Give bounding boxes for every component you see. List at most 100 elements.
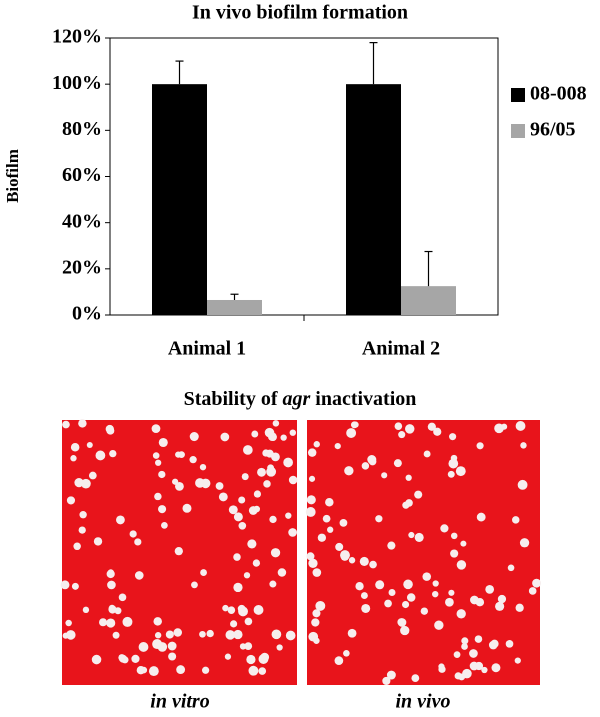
colony	[158, 505, 167, 514]
image-title: Stability of agr inactivation	[184, 388, 417, 410]
colony	[174, 547, 183, 556]
y-tick-label: 80%	[62, 118, 102, 140]
colony	[447, 470, 455, 478]
colony	[191, 581, 198, 589]
colony	[105, 424, 114, 434]
colony	[136, 666, 146, 675]
colony	[456, 609, 466, 619]
colony	[455, 466, 466, 477]
colony	[215, 482, 224, 490]
colony	[520, 442, 527, 449]
colony	[109, 449, 117, 458]
colony	[382, 676, 391, 686]
colony	[388, 589, 396, 596]
colony	[119, 654, 127, 663]
colony	[285, 630, 296, 641]
image-title-text: Stability of	[184, 388, 283, 410]
y-tick-label: 20%	[62, 256, 102, 278]
colony	[476, 442, 484, 450]
colony	[154, 492, 162, 501]
colony	[491, 663, 501, 673]
colony	[73, 542, 81, 551]
colony	[257, 467, 266, 477]
colony	[449, 433, 457, 441]
colony	[248, 665, 259, 676]
colony	[116, 515, 125, 525]
colony	[400, 625, 410, 636]
colony	[280, 434, 287, 441]
colony	[453, 651, 461, 659]
colony	[206, 629, 214, 638]
colony	[361, 603, 371, 613]
colony	[271, 629, 282, 640]
colony	[91, 654, 102, 665]
colony	[99, 618, 108, 627]
colony	[176, 665, 186, 675]
colony	[517, 479, 528, 490]
colony	[359, 556, 369, 567]
colony	[450, 532, 458, 540]
colony	[505, 640, 514, 648]
colony	[308, 631, 319, 642]
colony	[408, 531, 415, 539]
colony	[269, 580, 277, 588]
colony	[315, 600, 326, 611]
colony	[233, 582, 243, 593]
colony	[405, 474, 412, 481]
colony	[469, 661, 479, 671]
colony	[155, 459, 162, 466]
colony	[95, 450, 106, 461]
colony	[485, 585, 495, 594]
colony	[305, 507, 316, 517]
colony	[243, 445, 253, 455]
colony	[271, 452, 280, 462]
colony	[381, 472, 388, 479]
colony	[450, 454, 458, 462]
colony	[253, 490, 262, 498]
colony	[175, 481, 184, 491]
legend-swatch	[511, 124, 525, 138]
colony	[152, 639, 163, 650]
colony	[405, 424, 415, 434]
colony	[106, 618, 116, 628]
colony	[355, 582, 364, 591]
colony	[474, 635, 483, 643]
colony	[405, 499, 413, 507]
colony	[122, 616, 133, 627]
colony	[434, 620, 444, 630]
colony	[283, 457, 293, 468]
colony	[433, 427, 442, 436]
colony	[263, 480, 271, 488]
colony	[152, 452, 160, 459]
colony	[65, 619, 72, 627]
colony	[360, 592, 368, 600]
colony	[233, 629, 243, 640]
colony	[384, 599, 392, 608]
colony	[422, 572, 432, 581]
colony	[173, 628, 182, 637]
colony	[158, 470, 166, 479]
colony	[148, 666, 159, 677]
colony	[154, 632, 162, 639]
colony	[238, 496, 246, 504]
colony	[248, 506, 258, 515]
image-title-text: agr	[282, 388, 310, 410]
colony	[238, 521, 247, 530]
colony	[118, 593, 127, 602]
colony	[514, 657, 521, 664]
legend-swatch	[511, 88, 525, 102]
colony	[348, 557, 356, 564]
colony	[340, 552, 350, 561]
colony	[397, 618, 405, 626]
colony	[81, 478, 91, 489]
colony	[322, 514, 331, 523]
colony	[352, 421, 359, 428]
colony	[165, 630, 174, 639]
y-tick-label: 100%	[52, 72, 102, 94]
colony	[134, 571, 144, 580]
colony	[269, 515, 277, 524]
colony	[131, 654, 140, 663]
colony	[515, 603, 524, 612]
colony	[220, 432, 230, 442]
